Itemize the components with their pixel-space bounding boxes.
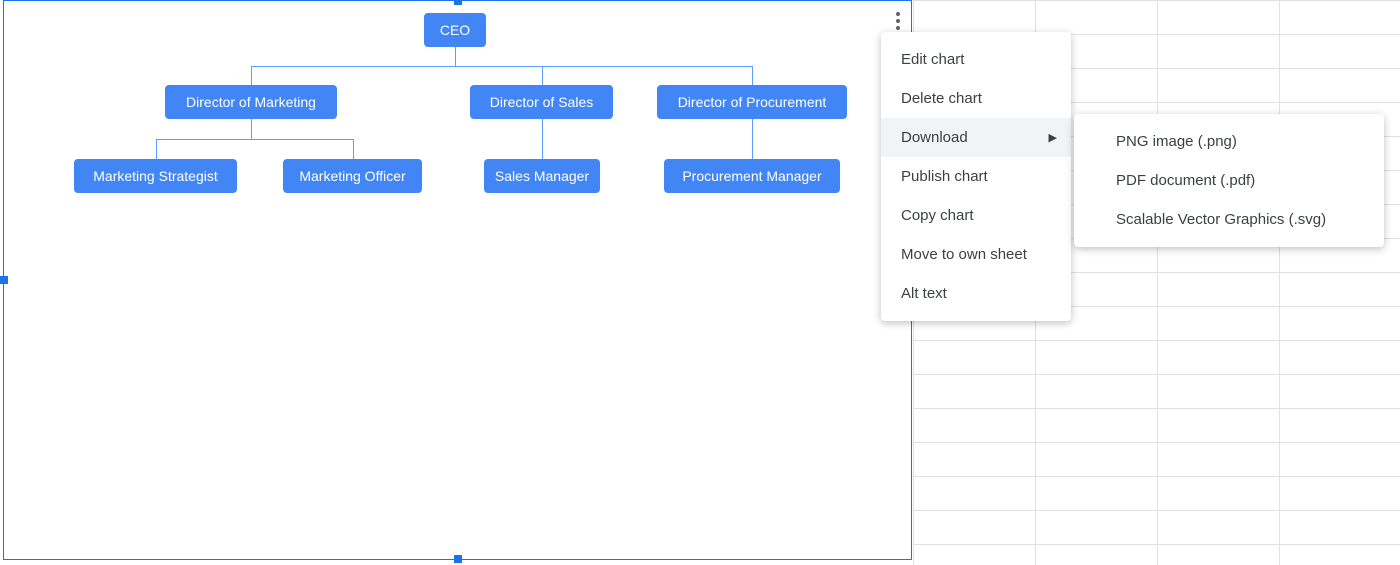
menu-publish-chart[interactable]: Publish chart — [881, 157, 1071, 196]
org-connector — [542, 66, 543, 85]
menu-download[interactable]: Download ▶ — [881, 118, 1071, 157]
menu-label: PNG image (.png) — [1116, 133, 1237, 150]
menu-edit-chart[interactable]: Edit chart — [881, 40, 1071, 79]
org-node-moff: Marketing Officer — [283, 159, 422, 193]
menu-label: Scalable Vector Graphics (.svg) — [1116, 211, 1326, 228]
menu-label: Download — [901, 129, 968, 146]
org-connector — [353, 139, 354, 159]
org-connector — [251, 119, 252, 139]
org-node-dmkt: Director of Marketing — [165, 85, 337, 119]
menu-label: PDF document (.pdf) — [1116, 172, 1255, 189]
menu-move-own-sheet[interactable]: Move to own sheet — [881, 235, 1071, 274]
submenu-svg[interactable]: Scalable Vector Graphics (.svg) — [1074, 200, 1384, 239]
menu-label: Move to own sheet — [901, 246, 1027, 263]
org-node-smgr: Sales Manager — [484, 159, 600, 193]
menu-delete-chart[interactable]: Delete chart — [881, 79, 1071, 118]
chevron-right-icon: ▶ — [1049, 131, 1057, 144]
menu-copy-chart[interactable]: Copy chart — [881, 196, 1071, 235]
download-submenu: PNG image (.png) PDF document (.pdf) Sca… — [1074, 114, 1384, 247]
resize-handle-left[interactable] — [0, 276, 8, 284]
chart-context-menu: Edit chart Delete chart Download ▶ Publi… — [881, 32, 1071, 321]
org-chart-container[interactable]: CEO Director of Marketing Director of Sale… — [3, 0, 912, 560]
org-node-ceo: CEO — [424, 13, 486, 47]
org-node-dsal: Director of Sales — [470, 85, 613, 119]
menu-label: Alt text — [901, 285, 947, 302]
org-connector — [455, 47, 456, 66]
org-connector — [251, 66, 752, 67]
menu-label: Publish chart — [901, 168, 988, 185]
menu-label: Edit chart — [901, 51, 964, 68]
org-connector — [542, 119, 543, 139]
org-node-pmgr: Procurement Manager — [664, 159, 840, 193]
org-connector — [156, 139, 157, 159]
org-connector — [752, 119, 753, 139]
org-node-dproc: Director of Procurement — [657, 85, 847, 119]
menu-label: Delete chart — [901, 90, 982, 107]
org-connector — [752, 66, 753, 85]
menu-label: Copy chart — [901, 207, 974, 224]
submenu-png[interactable]: PNG image (.png) — [1074, 122, 1384, 161]
org-connector — [156, 139, 353, 140]
org-connector — [251, 66, 252, 85]
resize-handle-bottom[interactable] — [454, 555, 462, 563]
submenu-pdf[interactable]: PDF document (.pdf) — [1074, 161, 1384, 200]
menu-alt-text[interactable]: Alt text — [881, 274, 1071, 313]
org-node-mstr: Marketing Strategist — [74, 159, 237, 193]
org-connector — [542, 139, 543, 159]
org-connector — [752, 139, 753, 159]
resize-handle-top[interactable] — [454, 0, 462, 5]
chart-menu-button[interactable] — [886, 9, 910, 33]
